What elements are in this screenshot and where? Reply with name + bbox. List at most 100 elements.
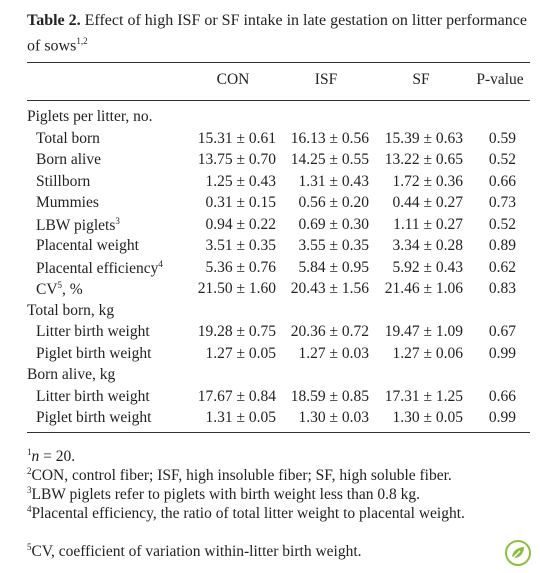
cell: 16.13 ± 0.56 [290,129,369,147]
row-label-text: CV [36,281,58,299]
column-header: P-value [476,71,524,88]
footnote-mark: 5 [27,542,32,552]
footnote-text: = 20. [39,448,76,466]
cell: 0.99 [488,344,516,362]
table-label: Table 2. [27,12,81,29]
row-label: Placental efficiency4 [36,259,163,278]
footnote-text: CON, control fiber; ISF, high insoluble … [31,467,452,485]
cell: 5.84 ± 0.95 [298,258,369,276]
cell: 13.22 ± 0.65 [384,151,463,168]
cell: 0.52 [488,151,516,168]
row-label: Piglet birth weight [36,409,151,427]
cell: 0.99 [488,409,516,426]
cell: 5.92 ± 0.43 [392,258,463,276]
cell: 1.30 ± 0.05 [392,409,463,426]
section-label: Born alive, kg [27,366,116,383]
header-rule [27,100,530,101]
table-title: Table 2. Effect of high ISF or SF intake… [27,10,532,56]
cell: 17.67 ± 0.84 [197,387,276,405]
title-text: Effect of high ISF or SF intake in late … [27,12,527,55]
cell: 0.73 [488,194,516,211]
row-label-suffix: , % [62,281,83,299]
cell: 1.11 ± 0.27 [393,215,463,233]
cell: 1.72 ± 0.36 [392,172,463,190]
column-header: SF [412,71,430,88]
bottom-rule [27,432,530,433]
footnote: 5CV, coefficient of variation within-lit… [27,538,497,561]
row-label-text: Piglet birth weight [36,344,152,362]
footnote-text: Placental efficiency, the ratio of total… [31,505,465,523]
footnote-text: LBW piglets refer to piglets with birth … [31,486,420,504]
row-label: LBW piglets3 [36,216,120,235]
row-label: Born alive [36,151,101,169]
row-label: Piglet birth weight [36,345,151,363]
cell: 21.46 ± 1.06 [384,280,463,297]
footnote-mark: 2 [27,466,32,476]
footnote: 4Placental efficiency, the ratio of tota… [27,500,497,523]
row-label-text: Placental efficiency [36,259,159,277]
footnote-mark: 3 [27,485,32,495]
cell: 0.67 [488,323,516,340]
column-header: CON [216,71,250,88]
cell: 0.31 ± 0.15 [205,194,276,211]
cell: 0.83 [488,280,516,297]
cell: 14.25 ± 0.55 [290,151,369,168]
logo-icon [505,540,531,566]
cell: 3.34 ± 0.28 [392,237,463,254]
footnote-mark: 1 [27,447,32,457]
row-label: Stillborn [36,173,90,191]
cell: 19.47 ± 1.09 [384,323,463,340]
footnote: 3LBW piglets refer to piglets with birth… [27,481,497,504]
cell: 0.69 ± 0.30 [298,215,369,233]
row-label-sup: 4 [158,258,163,269]
cell: 1.31 ± 0.43 [298,172,369,190]
cell: 0.56 ± 0.20 [298,194,369,211]
row-label-text: Litter birth weight [36,323,150,340]
cell: 21.50 ± 1.60 [197,280,276,297]
row-label-sup: 5 [57,280,63,290]
cell: 1.27 ± 0.05 [205,344,276,362]
footnote-text: CV, coefficient of variation within-litt… [31,543,362,561]
footnote: 1n = 20. [27,443,497,466]
cell: 5.36 ± 0.76 [205,258,276,276]
cell: 20.43 ± 1.56 [290,280,369,297]
section-label: Total born, kg [27,301,115,319]
row-label-sup: 3 [115,215,120,226]
cell: 19.28 ± 0.75 [197,323,276,340]
cell: 3.51 ± 0.35 [205,237,276,254]
row-label: Litter birth weight [36,388,150,406]
cell: 0.59 [488,129,516,147]
row-label: CV5, % [36,280,83,299]
footnote-mark: 4 [27,504,32,514]
cell: 0.44 ± 0.27 [392,194,463,211]
cell: 1.30 ± 0.03 [298,409,369,426]
cell: 0.66 [488,172,516,190]
cell: 15.39 ± 0.63 [384,129,463,147]
row-label-text: Mummies [36,194,99,211]
section-label: Piglets per litter, no. [27,108,153,125]
title-sup: 1,2 [76,36,88,46]
row-label: Mummies [36,194,99,212]
row-label-text: Stillborn [36,172,91,190]
cell: 18.59 ± 0.85 [290,387,369,405]
footnote-italic: n [31,448,40,466]
row-label-text: Piglet birth weight [36,409,152,426]
row-label: Total born [36,130,100,148]
row-label: Placental weight [36,237,139,255]
cell: 17.31 ± 1.25 [384,387,463,405]
cell: 15.31 ± 0.61 [197,129,276,147]
cell: 0.62 [488,258,516,276]
cell: 1.31 ± 0.05 [205,409,276,426]
row-label-text: Placental weight [36,237,139,254]
row-label-text: Total born [36,129,100,147]
column-header: ISF [314,71,338,88]
row-label-text: LBW piglets [36,216,116,234]
cell: 1.27 ± 0.03 [298,344,369,362]
row-label: Litter birth weight [36,323,150,341]
footnote: 2CON, control fiber; ISF, high insoluble… [27,462,497,485]
cell: 1.25 ± 0.43 [205,172,276,190]
cell: 1.27 ± 0.06 [392,344,463,362]
row-label-text: Litter birth weight [36,387,150,405]
row-label-text: Born alive [36,151,101,168]
